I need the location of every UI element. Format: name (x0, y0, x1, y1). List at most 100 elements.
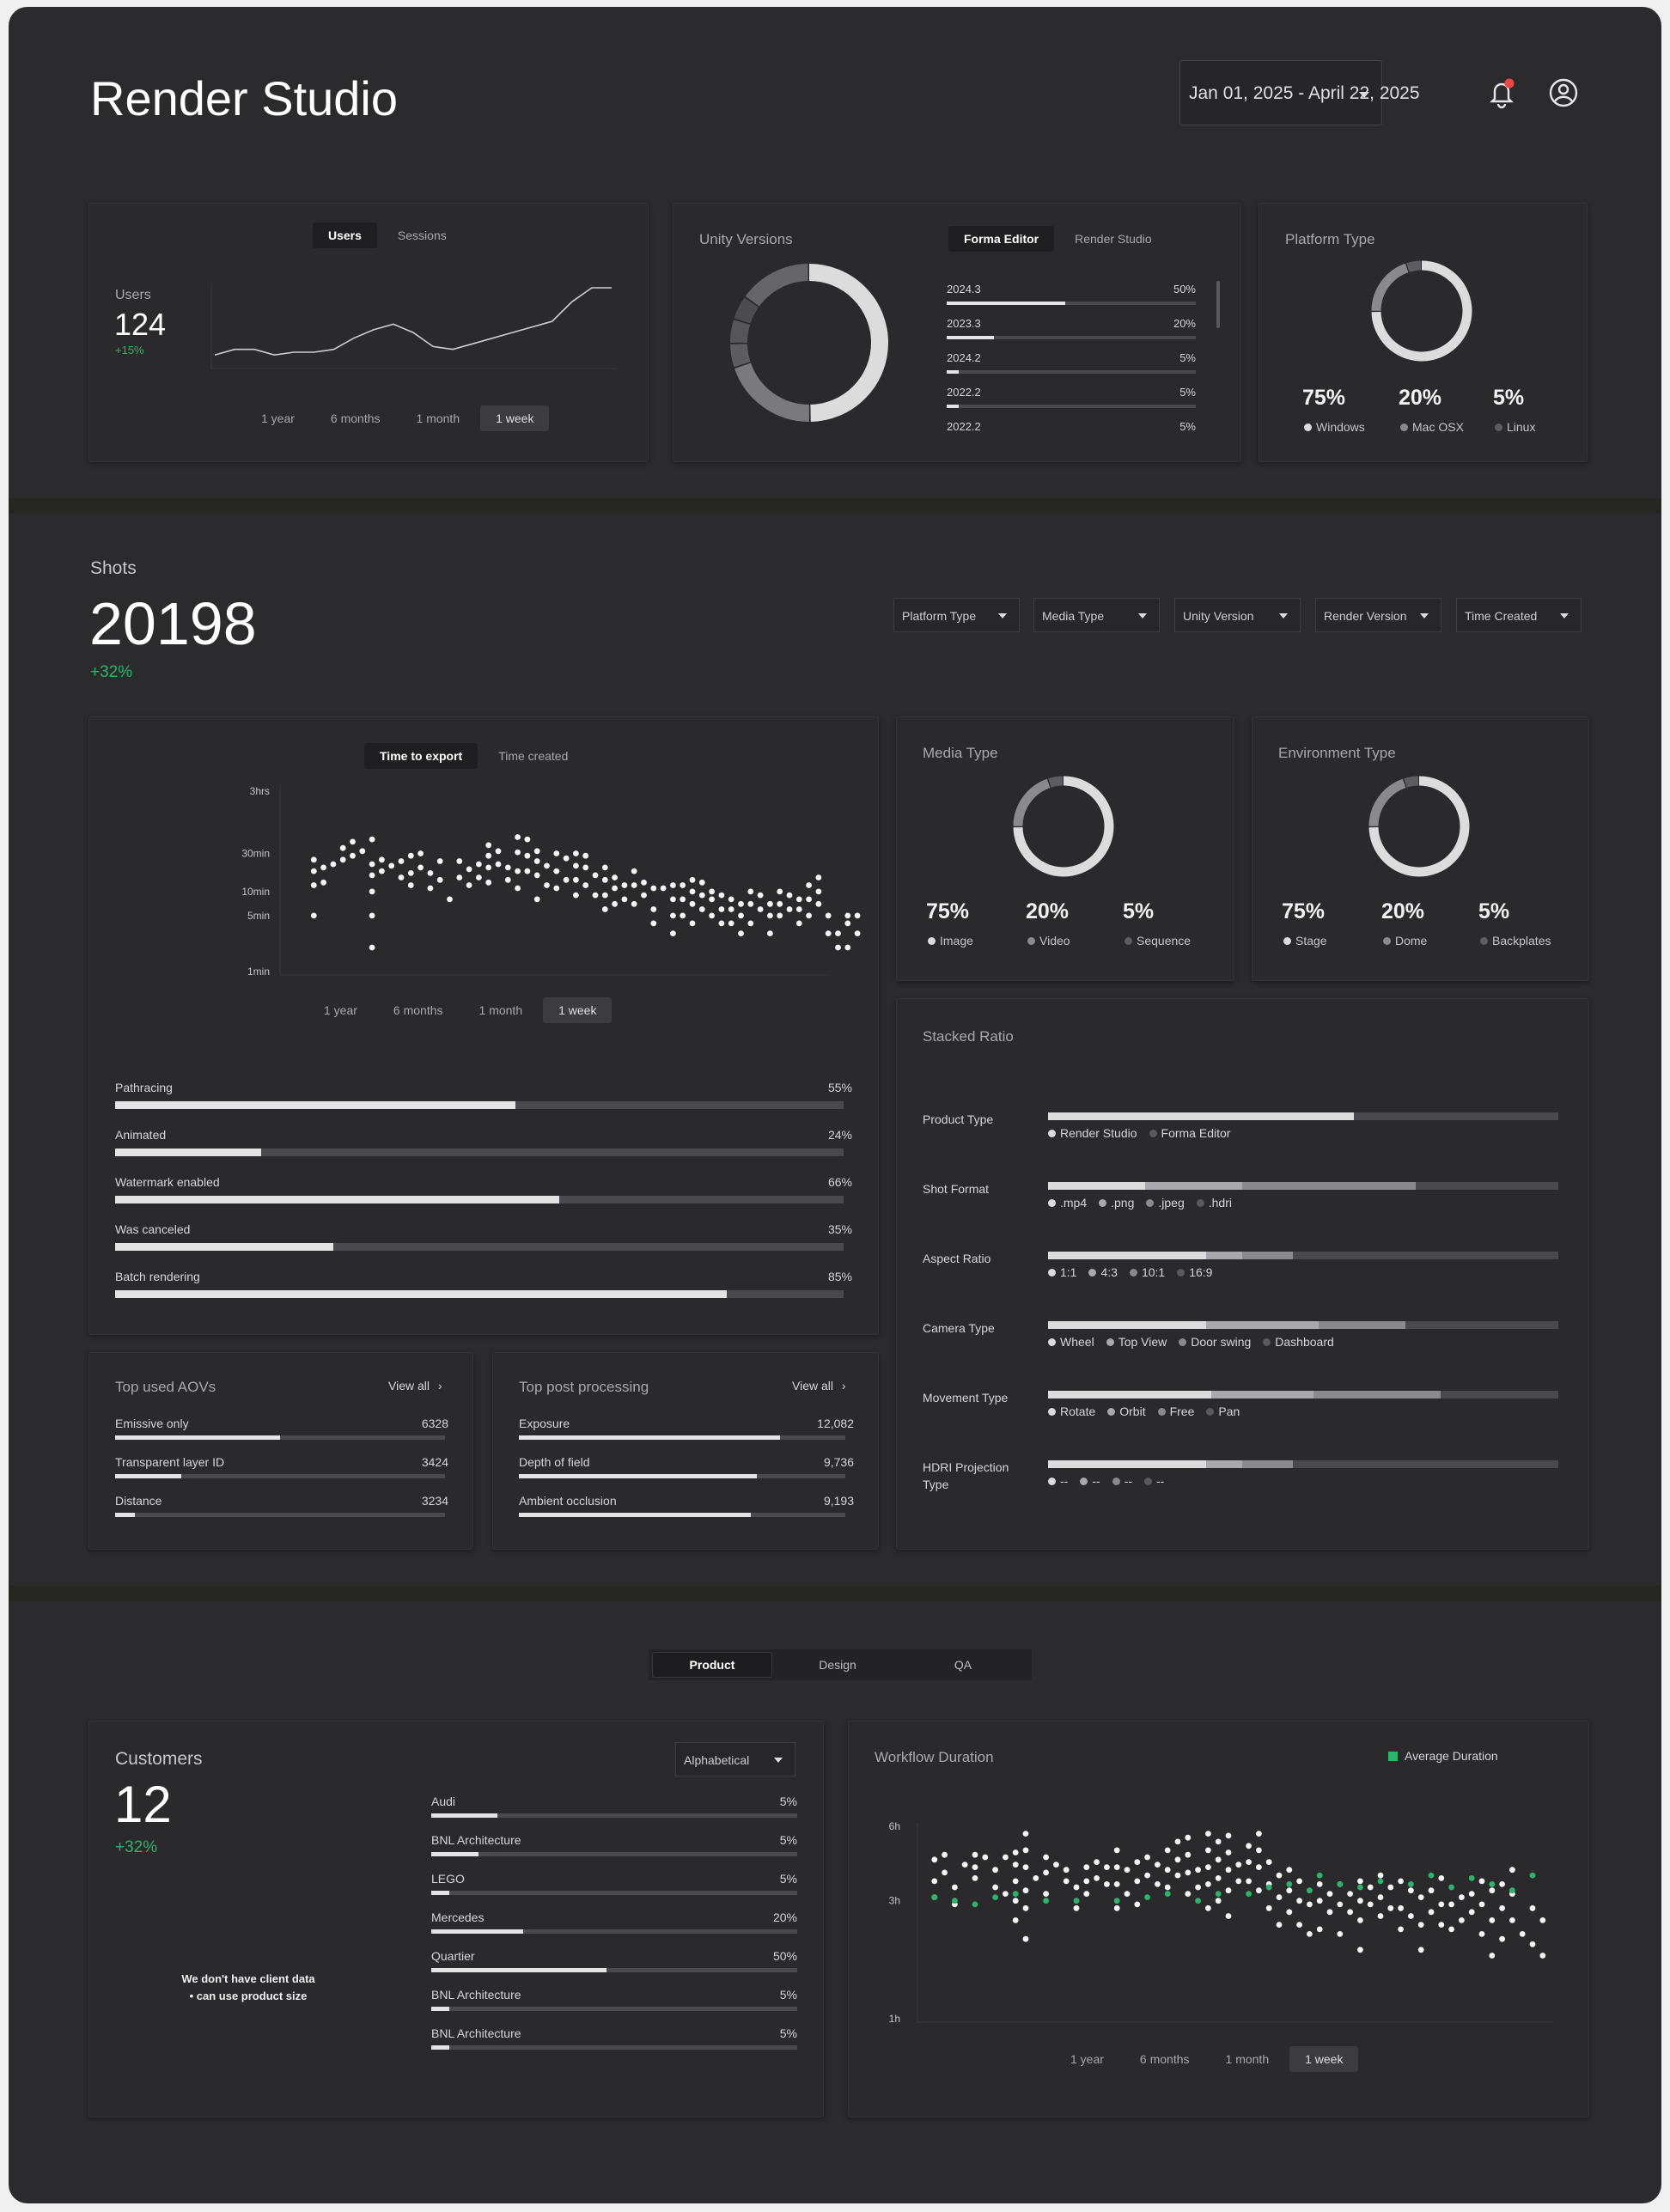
list-item-label: Transparent layer ID (115, 1455, 225, 1469)
customers-title: Customers (115, 1749, 203, 1769)
top-post-processing-card: Top post processing View all › Exposure 1… (492, 1352, 879, 1550)
top-aovs-title: Top used AOVs (115, 1379, 216, 1395)
scatter-point (369, 888, 375, 895)
scatter-point (747, 900, 754, 907)
range-1-year[interactable]: 1 year (324, 1003, 357, 1017)
workflow-point (1316, 1898, 1323, 1904)
legend-dot-icon (1263, 1338, 1271, 1346)
scatter-point (369, 872, 375, 879)
range-1-month[interactable]: 1 month (478, 1003, 523, 1017)
tab-sessions[interactable]: Sessions (397, 229, 447, 242)
list-item-value: 6328 (421, 1417, 448, 1430)
users-metric-value: 124 (114, 307, 167, 342)
legend-dot-icon (1048, 1130, 1056, 1137)
filter-dropdown[interactable]: Time Created (1456, 598, 1582, 632)
workflow-point (1539, 1953, 1546, 1959)
filter-dropdown[interactable]: Media Type (1033, 598, 1160, 632)
tab-render-studio[interactable]: Render Studio (1075, 232, 1152, 246)
donut-slice (1368, 776, 1470, 877)
stacked-legend-item: Orbit (1107, 1405, 1146, 1418)
scrollbar-thumb[interactable] (1216, 281, 1220, 328)
scatter-point (582, 882, 589, 888)
range-6-months[interactable]: 6 months (393, 1003, 443, 1017)
scatter-point (835, 930, 841, 936)
scatter-point (689, 888, 696, 895)
y-tick-label: 5min (247, 910, 270, 922)
range-1-week[interactable]: 1 week (480, 405, 550, 431)
range-1-week[interactable]: 1 week (543, 997, 613, 1023)
stacked-segment (1206, 1321, 1319, 1329)
scatter-point (515, 834, 521, 840)
workflow-point (1286, 1887, 1293, 1894)
legend-dot-icon (1177, 1269, 1185, 1277)
stacked-legend-item: -- (1112, 1474, 1132, 1488)
workflow-point (1367, 1884, 1374, 1891)
average-duration-point (1428, 1872, 1435, 1879)
scatter-point (456, 874, 463, 881)
list-item-bar-fill (519, 1513, 751, 1517)
scatter-point (466, 866, 472, 873)
scatter-point (650, 885, 657, 892)
notification-bell-icon[interactable] (1484, 76, 1519, 110)
legend-label: Backplates (1480, 934, 1551, 948)
filter-dropdown[interactable]: Unity Version (1174, 598, 1301, 632)
range-1-year[interactable]: 1 year (261, 411, 295, 425)
legend-percent: 5% (1478, 899, 1510, 923)
customers-sort-dropdown[interactable]: Alphabetical (675, 1742, 795, 1776)
workflow-point (1225, 1887, 1232, 1894)
legend-text: Backplates (1492, 934, 1551, 948)
scatter-point (660, 885, 667, 892)
shots-label: Shots (90, 558, 137, 578)
tab-product[interactable]: Product (652, 1652, 772, 1678)
stacked-segment (1241, 1252, 1294, 1259)
view-all-aovs-link[interactable]: View all › (388, 1379, 442, 1392)
average-duration-point (1144, 1894, 1150, 1900)
workflow-point (1113, 1864, 1120, 1870)
tab-users[interactable]: Users (313, 222, 377, 248)
legend-text: Video (1039, 934, 1070, 948)
stacked-legend-item: Forma Editor (1149, 1126, 1230, 1140)
legend-dot-icon (1099, 1199, 1107, 1207)
scatter-point (612, 885, 618, 892)
stacked-segment (1206, 1252, 1242, 1259)
attribute-bar-fill (115, 1243, 334, 1251)
scatter-point (447, 896, 453, 903)
scatter-point (388, 862, 395, 869)
tab-qa[interactable]: QA (954, 1658, 972, 1672)
tab-design[interactable]: Design (819, 1658, 856, 1672)
stacked-segment (1048, 1460, 1207, 1468)
stacked-legend-item: Top View (1106, 1335, 1167, 1349)
scatter-point (747, 888, 754, 895)
filter-dropdown[interactable]: Render Version (1315, 598, 1441, 632)
user-account-icon[interactable] (1546, 76, 1581, 110)
workflow-point (1377, 1894, 1384, 1900)
tab-time-created[interactable]: Time created (498, 749, 569, 763)
legend-text: Sequence (1137, 934, 1192, 948)
date-range-picker[interactable]: Jan 01, 2025 - April 22, 2025 (1179, 60, 1420, 125)
range-6-months[interactable]: 6 months (330, 411, 381, 425)
attribute-percent: 24% (827, 1128, 852, 1142)
users-line-chart (210, 283, 617, 369)
range-1-year[interactable]: 1 year (1070, 2052, 1104, 2066)
scatter-point (504, 864, 511, 871)
scatter-point (310, 868, 317, 874)
stacked-legend-item: .hdri (1196, 1196, 1232, 1210)
filter-dropdown[interactable]: Platform Type (893, 598, 1020, 632)
range-1-month[interactable]: 1 month (416, 411, 460, 425)
tab-forma-editor[interactable]: Forma Editor (948, 226, 1055, 252)
tab-time-to-export[interactable]: Time to export (364, 743, 478, 769)
scatter-point (350, 838, 356, 845)
workflow-point (931, 1878, 938, 1885)
legend-percent: 75% (1282, 899, 1326, 923)
scatter-point (573, 892, 579, 899)
view-all-post-link[interactable]: View all › (792, 1379, 846, 1392)
range-6-months[interactable]: 6 months (1139, 2052, 1190, 2066)
scatter-point (738, 900, 744, 907)
range-1-month[interactable]: 1 month (1225, 2052, 1270, 2066)
scatter-point (573, 876, 579, 883)
stacked-legend-text: 10:1 (1141, 1265, 1166, 1279)
workflow-point (1083, 1891, 1090, 1897)
average-duration-point (1337, 1881, 1344, 1887)
stacked-legend: -- -- -- -- (1048, 1474, 1164, 1488)
range-1-week[interactable]: 1 week (1289, 2046, 1359, 2072)
